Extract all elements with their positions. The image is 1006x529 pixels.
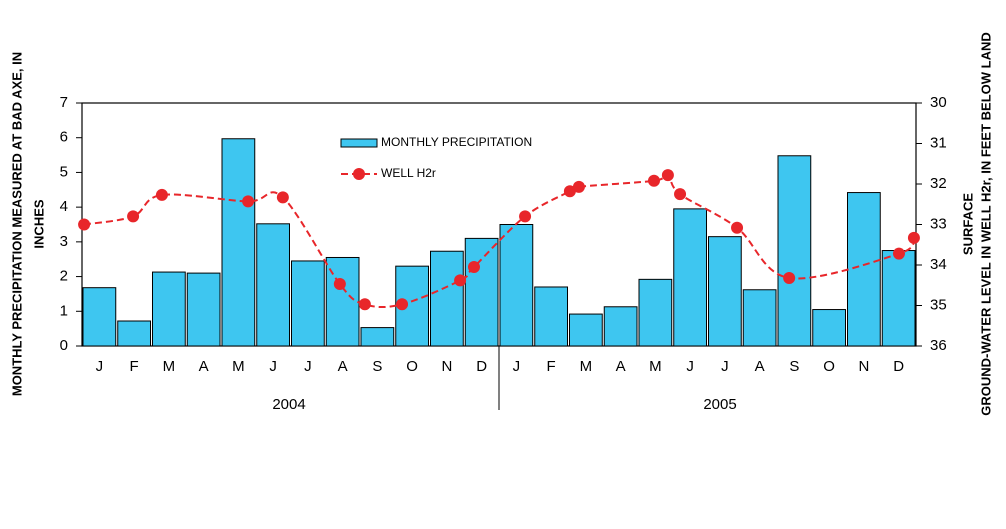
y2-tick-label: 33 — [930, 215, 947, 232]
year-label: 2004 — [272, 396, 305, 413]
x-tick-label: O — [823, 358, 835, 375]
legend-label: MONTHLY PRECIPITATION — [381, 135, 532, 149]
bar — [847, 192, 881, 347]
well-point — [907, 231, 920, 244]
legend-swatch — [353, 168, 365, 180]
x-tick-label: M — [649, 358, 662, 375]
bar — [221, 138, 256, 347]
y-tick-label: 5 — [60, 163, 68, 180]
y-tick-label: 0 — [60, 337, 68, 354]
well-point — [155, 188, 168, 201]
bar — [360, 327, 395, 347]
well-point — [467, 261, 480, 274]
bar — [291, 260, 325, 347]
bar — [812, 309, 846, 347]
well-point — [127, 210, 140, 223]
x-tick-label: A — [755, 358, 765, 375]
bar — [186, 272, 221, 347]
well-point — [276, 191, 289, 204]
x-tick-label: J — [721, 358, 729, 375]
well-point — [454, 274, 467, 287]
well-point — [358, 298, 371, 311]
well-point — [647, 174, 660, 187]
x-tick-label: A — [338, 358, 348, 375]
x-tick-label: A — [616, 358, 626, 375]
well-point — [78, 218, 91, 231]
bar — [777, 155, 812, 347]
x-tick-label: N — [441, 358, 452, 375]
bar — [881, 250, 916, 347]
bar — [464, 237, 499, 347]
x-tick-label: O — [406, 358, 418, 375]
x-tick-label: F — [130, 358, 139, 375]
x-tick-label: N — [858, 358, 869, 375]
well-point — [572, 180, 585, 193]
x-tick-label: J — [269, 358, 277, 375]
well-point — [519, 210, 532, 223]
y2-tick-label: 32 — [930, 175, 947, 192]
bar — [117, 320, 151, 347]
well-point — [396, 298, 409, 311]
well-point — [661, 169, 674, 182]
well-point — [892, 247, 905, 260]
x-tick-label: J — [96, 358, 104, 375]
x-tick-label: J — [513, 358, 521, 375]
legend-label: WELL H2r — [381, 166, 436, 180]
bar — [534, 286, 568, 347]
y2-tick-label: 36 — [930, 337, 947, 354]
x-tick-label: M — [580, 358, 593, 375]
bar — [569, 313, 603, 347]
y-axis-label: INCHES — [31, 199, 46, 248]
bar — [430, 250, 464, 347]
well-point — [242, 195, 255, 208]
bar — [708, 236, 742, 347]
y-axis-label: MONTHLY PRECIPITATION MEASURED AT BAD AX… — [9, 52, 24, 396]
well-point — [563, 185, 576, 198]
well-point — [333, 278, 346, 291]
y2-axis-label: SURFACE — [960, 193, 975, 255]
x-tick-label: D — [476, 358, 487, 375]
y2-axis-label: GROUND-WATER LEVEL IN WELL H2r, IN FEET … — [978, 32, 993, 416]
x-tick-label: J — [304, 358, 312, 375]
y2-tick-label: 34 — [930, 256, 947, 273]
x-tick-label: D — [893, 358, 904, 375]
bar — [82, 287, 117, 347]
y-tick-label: 6 — [60, 129, 68, 146]
bar — [499, 224, 534, 347]
x-tick-label: M — [163, 358, 176, 375]
y-tick-label: 7 — [60, 94, 68, 111]
x-tick-label: J — [686, 358, 694, 375]
well-point — [783, 271, 796, 284]
x-tick-label: S — [789, 358, 799, 375]
bar — [638, 278, 673, 347]
bar — [742, 289, 777, 347]
x-tick-label: F — [547, 358, 556, 375]
bar — [673, 208, 707, 347]
well-point — [731, 221, 744, 234]
y2-tick-label: 31 — [930, 134, 947, 151]
year-label: 2005 — [703, 396, 736, 413]
x-tick-label: S — [372, 358, 382, 375]
y2-tick-label: 35 — [930, 296, 947, 313]
y-tick-label: 3 — [60, 233, 68, 250]
x-tick-label: A — [199, 358, 209, 375]
bar — [152, 271, 186, 347]
y-tick-label: 2 — [60, 268, 68, 285]
y2-tick-label: 30 — [930, 94, 947, 111]
well-point — [674, 188, 687, 201]
y-tick-label: 4 — [60, 198, 68, 215]
bar — [603, 306, 638, 347]
legend-swatch — [340, 138, 378, 148]
x-tick-label: M — [232, 358, 245, 375]
y-tick-label: 1 — [60, 302, 68, 319]
bar — [256, 223, 290, 347]
